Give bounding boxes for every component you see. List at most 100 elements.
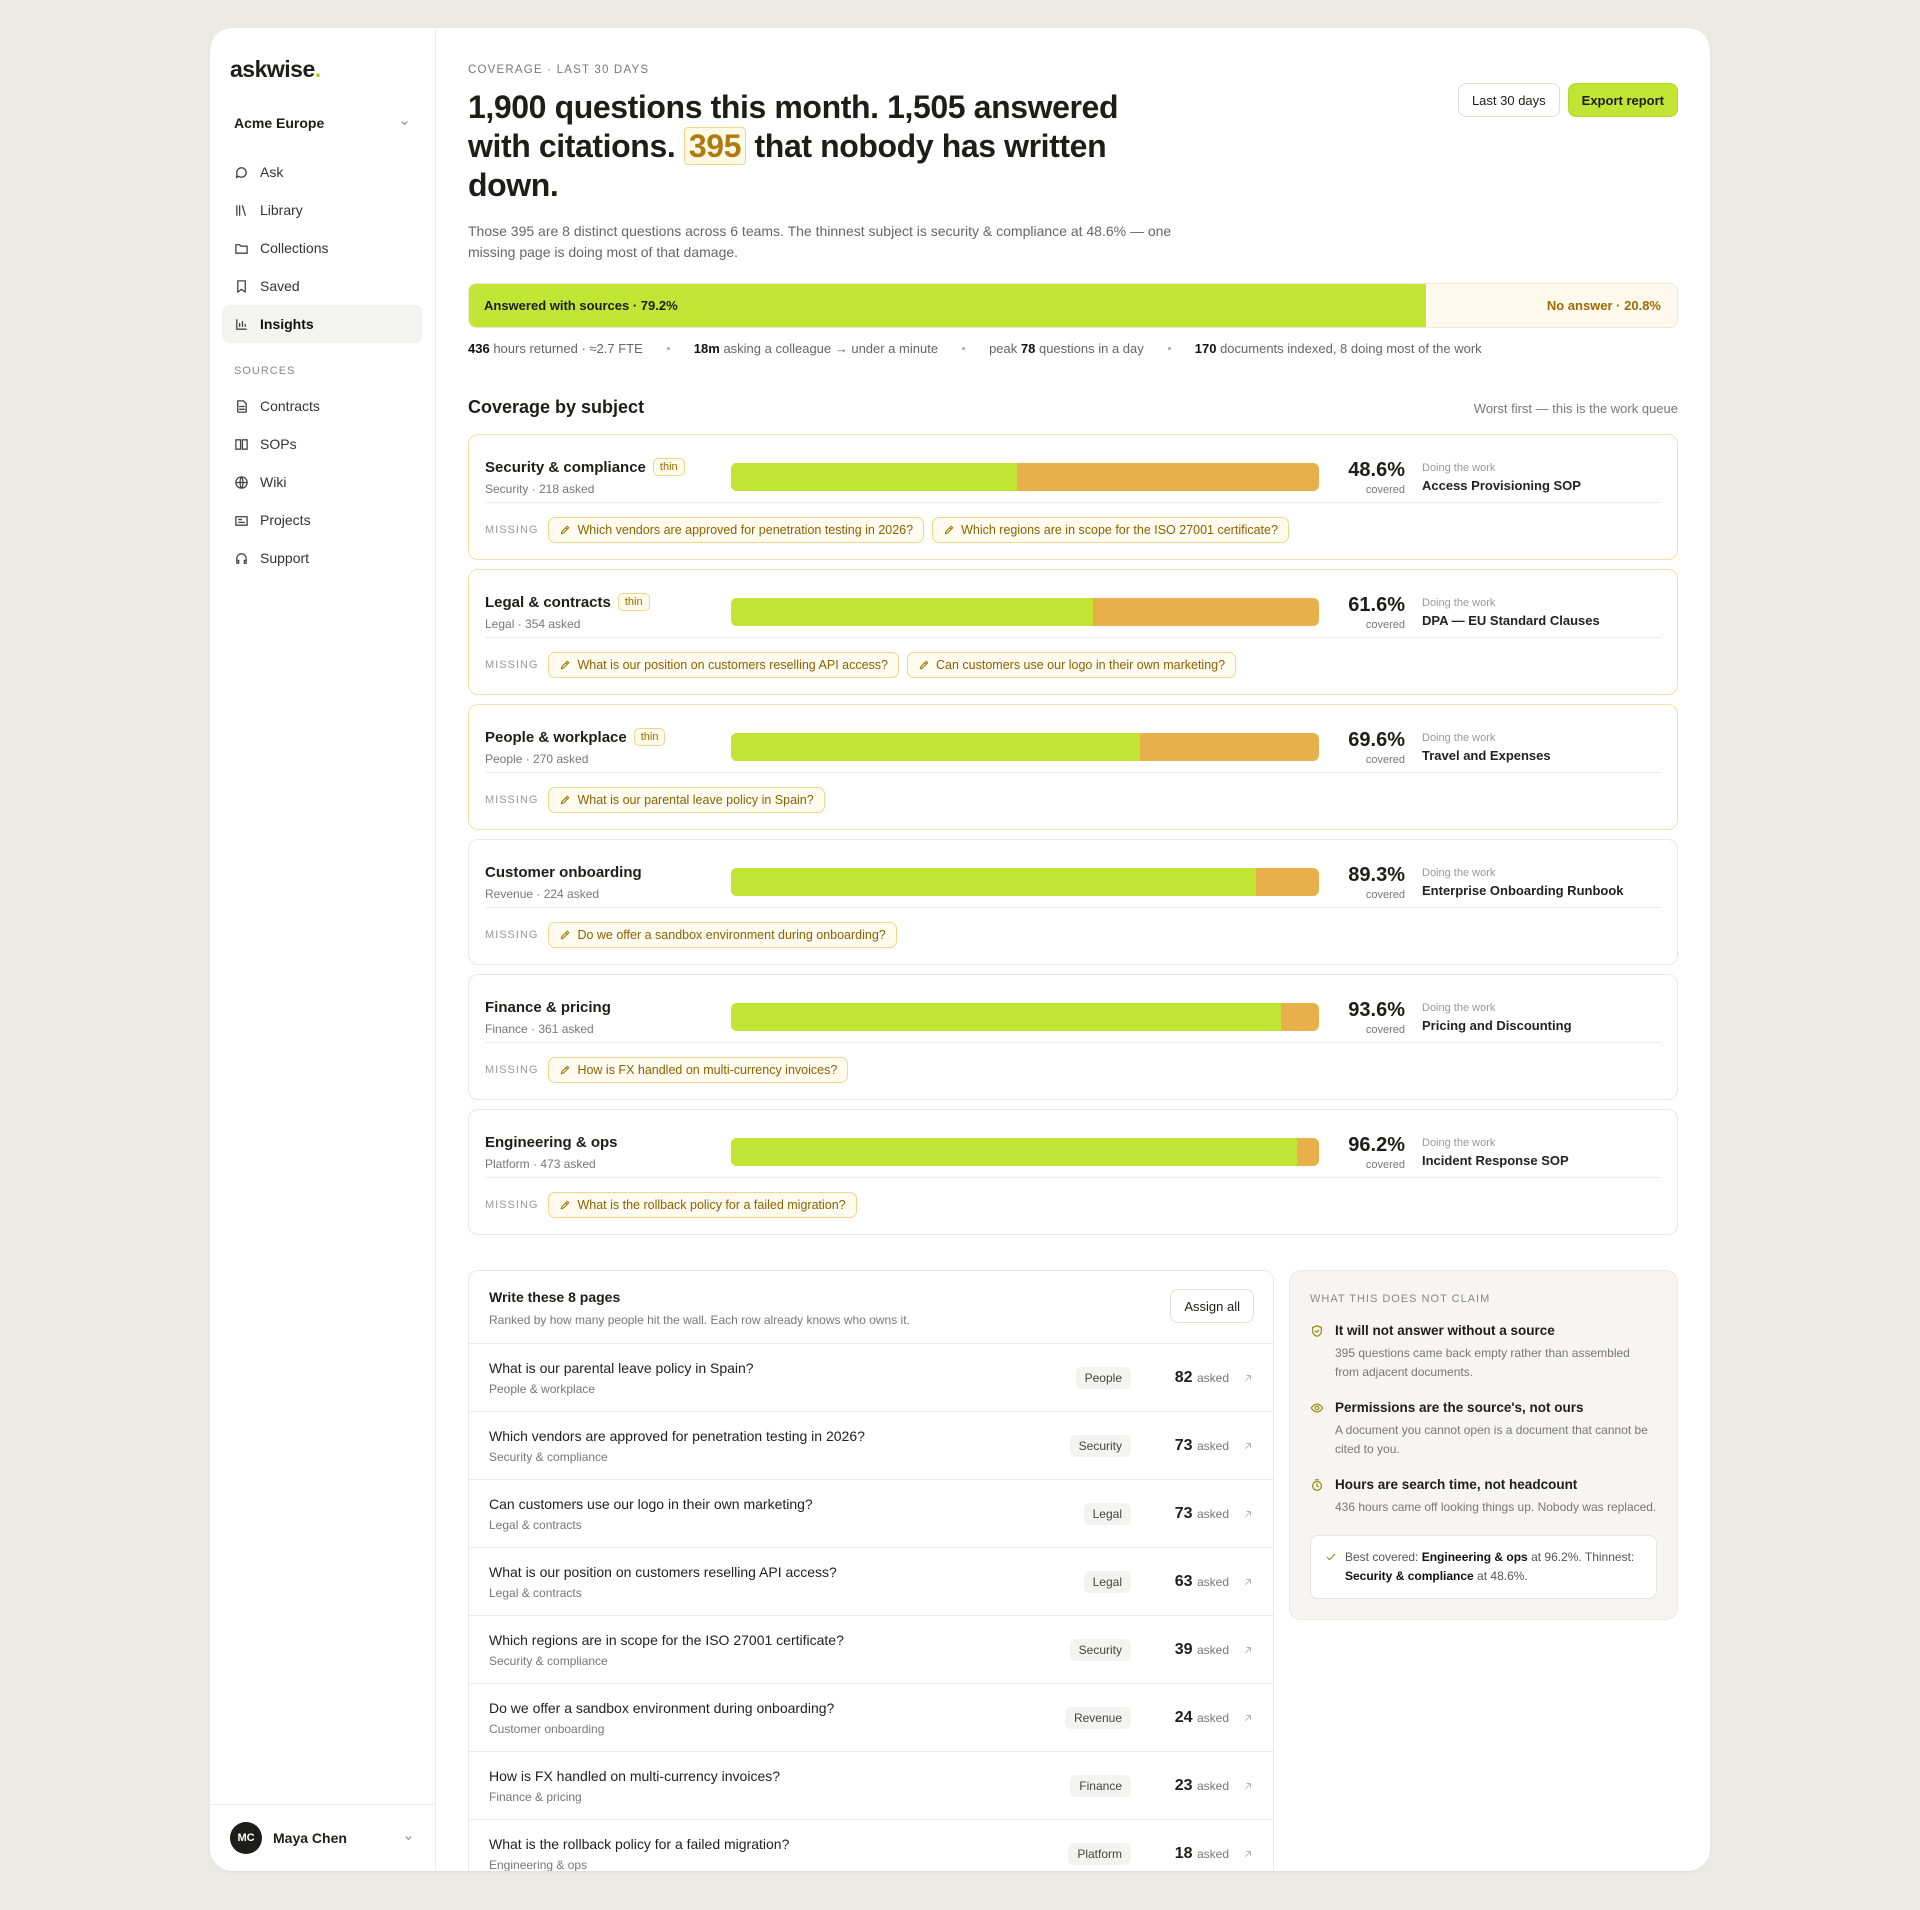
missing-chip[interactable]: What is our position on customers resell…: [548, 652, 900, 678]
doing-label: Doing the work: [1422, 731, 1496, 744]
percent-word: covered: [1365, 1158, 1405, 1171]
coverage-bar: Answered with sources · 79.2% No answer ·…: [468, 283, 1678, 328]
coverage-fill: [731, 1003, 1282, 1031]
asked-count: 18 asked: [1131, 1845, 1229, 1863]
doing-the-work: Doing the work Travel and Expenses: [1422, 732, 1551, 763]
subject-meta: Revenue · 224 asked: [485, 886, 600, 901]
stat-text: 18m: [693, 341, 720, 356]
stat-text: 436: [468, 341, 490, 356]
page-row[interactable]: What is our parental leave policy in Spa…: [469, 1343, 1273, 1411]
footer-segment: Engineering & ops: [1421, 1550, 1528, 1564]
nav-label: Library: [260, 202, 303, 218]
subject-card: Engineering & ops Platform · 473 asked 96.…: [468, 1109, 1678, 1235]
page-question: Which regions are in scope for the ISO 2…: [489, 1632, 1070, 1668]
asked-word: asked: [1196, 1642, 1229, 1657]
workspace-selector[interactable]: Acme Europe: [222, 107, 423, 139]
subject-list: Security & compliance thin Security · 218 …: [468, 434, 1678, 1235]
page-row[interactable]: What is our position on customers resell…: [469, 1547, 1273, 1615]
doing-the-work: Doing the work Access Provisioning SOP: [1422, 462, 1581, 493]
claim-text: It will not answer without a source 395 q…: [1335, 1323, 1657, 1382]
missing-question: What is our position on customers resell…: [577, 658, 889, 672]
doing-label: Doing the work: [1422, 1001, 1496, 1014]
icon: [1326, 1553, 1336, 1561]
asked-word: asked: [1196, 1506, 1229, 1521]
missing-chip[interactable]: Which regions are in scope for the ISO 2…: [932, 517, 1289, 543]
count: 39: [1174, 1640, 1193, 1658]
source-item[interactable]: Projects: [222, 501, 423, 539]
nav-item[interactable]: Insights: [222, 305, 423, 343]
main-content: COVERAGE · LAST 30 DAYS 1,900 questions t…: [436, 28, 1710, 1871]
pages-title: Write these 8 pages: [489, 1289, 621, 1305]
button[interactable]: Last 30 days: [1457, 83, 1560, 117]
icon: [1245, 1510, 1251, 1517]
source-item[interactable]: Support: [222, 539, 423, 577]
button[interactable]: Export report: [1567, 83, 1678, 117]
claim-text: Permissions are the source's, not ours A …: [1335, 1400, 1657, 1459]
footer-segment: Security & compliance: [1345, 1569, 1474, 1583]
page-row[interactable]: Can customers use our logo in their own …: [469, 1479, 1273, 1547]
page-row[interactable]: Which vendors are approved for penetrati…: [469, 1411, 1273, 1479]
count: 73: [1174, 1436, 1193, 1454]
icon: [1245, 1782, 1251, 1789]
asked-word: asked: [1196, 1778, 1229, 1793]
percent-value: 93.6%: [1348, 998, 1405, 1021]
nav-item[interactable]: Saved: [222, 267, 423, 305]
page-row[interactable]: Which regions are in scope for the ISO 2…: [469, 1615, 1273, 1683]
missing-chip[interactable]: Which vendors are approved for penetrati…: [548, 517, 925, 543]
source-item[interactable]: Wiki: [222, 463, 423, 501]
missing-label: MISSING: [485, 929, 539, 941]
icon: [235, 475, 248, 489]
page-row[interactable]: What is the rollback policy for a failed…: [469, 1819, 1273, 1871]
team-tag: Security: [1069, 1638, 1131, 1661]
question-subject: Security & compliance: [489, 1653, 608, 1668]
claim-text: Hours are search time, not headcount 436 …: [1335, 1477, 1656, 1517]
user-menu[interactable]: MC Maya Chen: [210, 1804, 435, 1871]
page-row[interactable]: How is FX handled on multi-currency invo…: [469, 1751, 1273, 1819]
nav-item[interactable]: Library: [222, 191, 423, 229]
doing-the-work: Doing the work Incident Response SOP: [1422, 1137, 1569, 1168]
section-note: Worst first — this is the work queue: [1473, 401, 1678, 416]
claim: Hours are search time, not headcount 436 …: [1310, 1477, 1657, 1517]
missing-question: Which vendors are approved for penetrati…: [577, 523, 914, 537]
missing-chip[interactable]: How is FX handled on multi-currency invo…: [548, 1057, 849, 1083]
coverage-percent: 61.6% covered: [1319, 594, 1405, 631]
question-subject: Engineering & ops: [489, 1857, 588, 1872]
source-item[interactable]: Contracts: [222, 387, 423, 425]
missing-chip[interactable]: What is the rollback policy for a failed…: [548, 1192, 857, 1218]
assign-all-button[interactable]: Assign all: [1170, 1289, 1254, 1323]
icon: [405, 1835, 412, 1840]
nav-label: Ask: [260, 164, 284, 180]
count: 82: [1174, 1368, 1193, 1386]
app-window: askwise. Acme Europe Ask Library Collections…: [210, 28, 1710, 1871]
nav-item[interactable]: Ask: [222, 153, 423, 191]
missing-question: What is the rollback policy for a failed…: [577, 1198, 846, 1212]
icon: [919, 660, 929, 670]
team-tag: Security: [1069, 1434, 1131, 1457]
icon: [237, 279, 246, 293]
logo-dot: .: [314, 56, 321, 82]
question-subject: Customer onboarding: [489, 1721, 605, 1736]
stat-text: documents indexed, 8 doing most of the w…: [1216, 341, 1482, 356]
coverage-fill: [731, 868, 1257, 896]
source-item[interactable]: SOPs: [222, 425, 423, 463]
claim-title: Hours are search time, not headcount: [1335, 1477, 1578, 1492]
doing-label: Doing the work: [1422, 461, 1496, 474]
count: 63: [1174, 1572, 1193, 1590]
question-text: Can customers use our logo in their own …: [489, 1495, 813, 1512]
page-row[interactable]: Do we offer a sandbox environment during…: [469, 1683, 1273, 1751]
subject-meta: Security · 218 asked: [485, 482, 595, 496]
missing-chip[interactable]: Do we offer a sandbox environment during…: [548, 922, 897, 948]
headline-text: 1,900 questions this month. 1,505 answer…: [468, 89, 1119, 164]
header: COVERAGE · LAST 30 DAYS 1,900 questions t…: [468, 56, 1678, 205]
icon: [561, 660, 570, 670]
subject-summary: Finance & pricing Finance · 361 asked 93.6…: [485, 975, 1661, 1043]
doing-doc: Enterprise Onboarding Runbook: [1422, 882, 1624, 898]
nav-label: Collections: [260, 240, 329, 256]
missing-chip[interactable]: What is our parental leave policy in Spa…: [548, 787, 825, 813]
source-label: Wiki: [260, 474, 287, 490]
missing-chip[interactable]: Can customers use our logo in their own …: [907, 652, 1237, 678]
icon: [561, 1200, 570, 1210]
section-title: Coverage by subject: [468, 397, 645, 417]
nav-item[interactable]: Collections: [222, 229, 423, 267]
